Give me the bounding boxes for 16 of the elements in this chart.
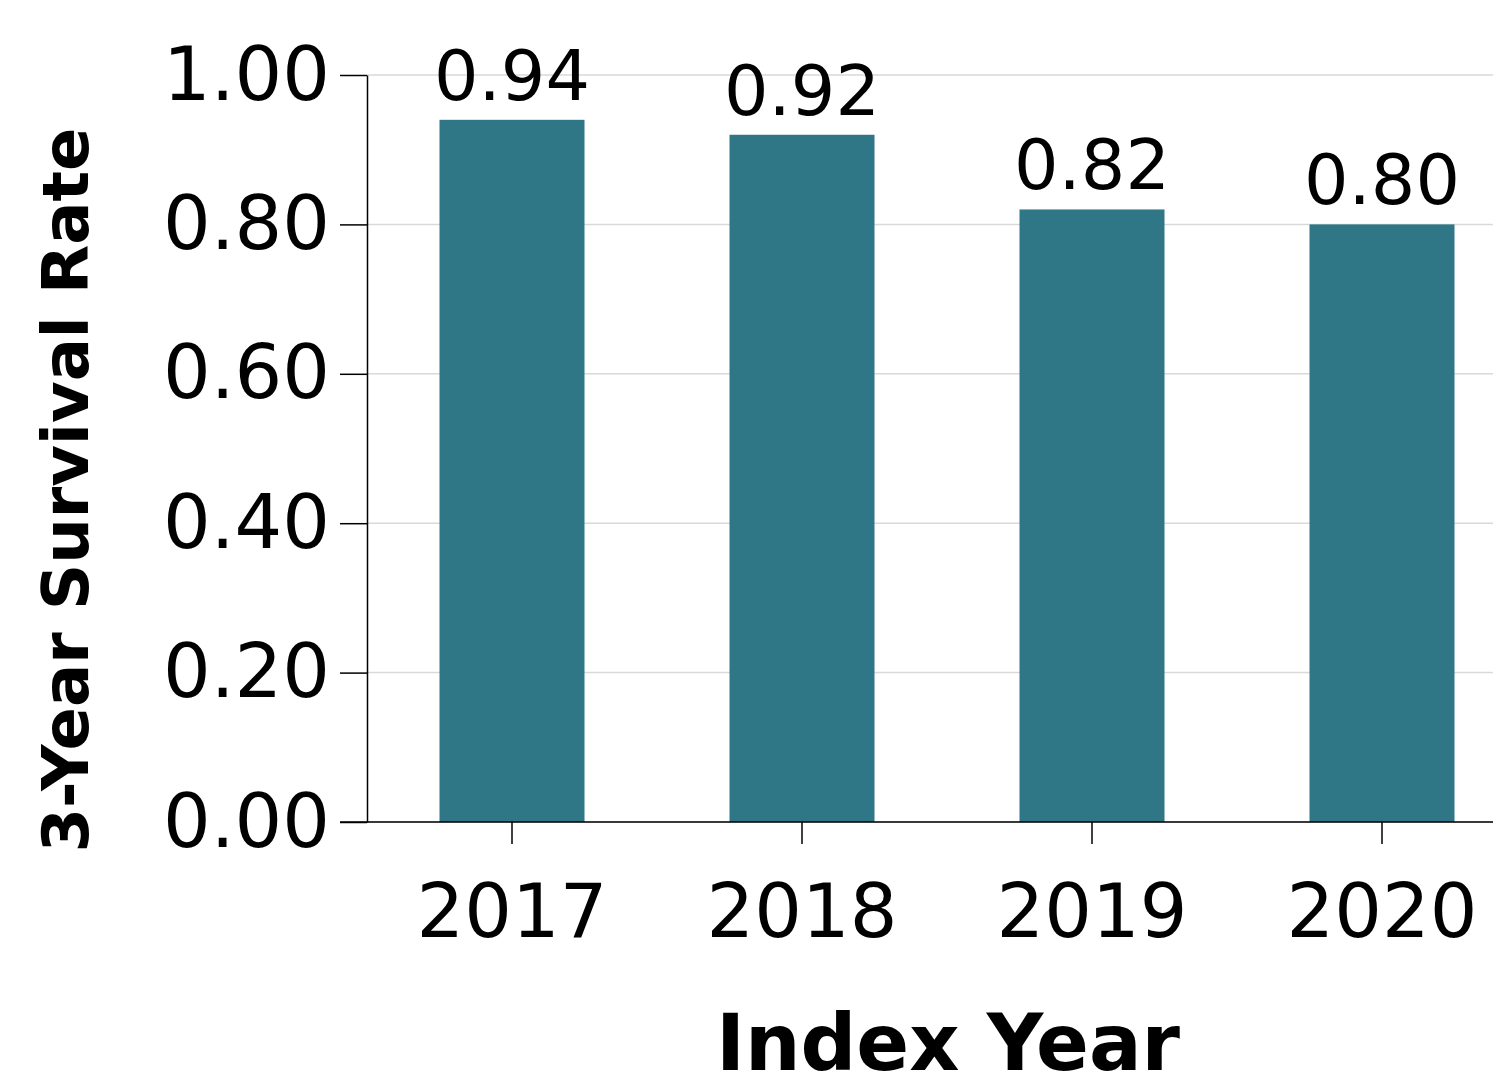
- data-label: 0.80: [1304, 139, 1460, 222]
- data-label: 0.82: [1014, 124, 1170, 207]
- y-tick-label: 0.40: [163, 477, 330, 566]
- x-tick-label: 2018: [706, 867, 898, 956]
- y-tick-label: 0.80: [163, 178, 330, 267]
- y-tick-label: 0.20: [163, 627, 330, 716]
- x-tick-label: 2020: [1286, 867, 1478, 956]
- y-tick-label: 1.00: [163, 29, 330, 118]
- x-axis-title: Index Year: [715, 998, 1181, 1088]
- y-axis-title: 3-Year Survival Rate: [29, 127, 103, 853]
- x-tick-label: 2019: [996, 867, 1188, 956]
- x-tick-label: 2017: [416, 867, 608, 956]
- y-tick-label: 0.60: [163, 328, 330, 417]
- data-label: 0.92: [724, 49, 880, 132]
- y-tick-label: 0.00: [163, 776, 330, 865]
- data-label: 0.94: [434, 34, 590, 117]
